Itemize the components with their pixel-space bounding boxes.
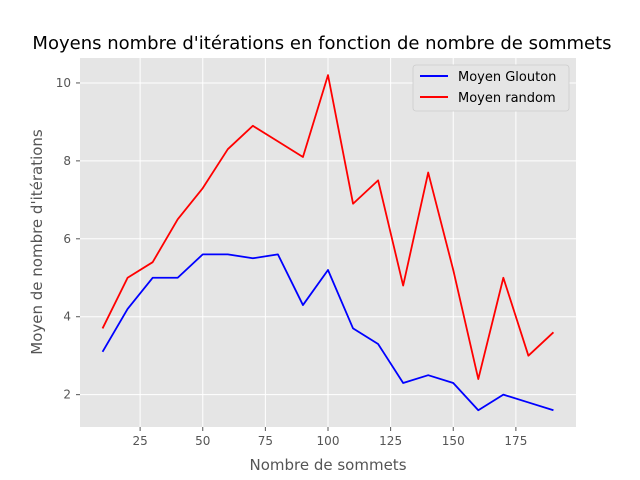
y-tick-label: 4 [63,310,71,324]
series-line-glouton [101,253,554,412]
x-tick-label: 50 [195,434,210,448]
y-tick-label: 10 [56,76,71,90]
y-tick-label: 6 [63,232,71,246]
y-tick-label: 2 [63,388,71,402]
x-tick-label: 100 [317,434,340,448]
legend: Moyen Glouton Moyen random [412,64,570,112]
tick-labels: 25 50 75 100 125 150 175 2 4 6 8 10 [56,76,528,448]
y-tick-label: 8 [63,154,71,168]
x-tick-label: 150 [442,434,465,448]
x-tick-label: 25 [132,434,147,448]
x-axis-label: Nombre de sommets [249,456,406,474]
x-tick-label: 75 [258,434,273,448]
grid [80,58,576,427]
x-tick-label: 125 [379,434,402,448]
legend-label-random: Moyen random [458,91,556,106]
series-line-random [101,74,555,380]
legend-box [412,64,570,112]
series-group [101,74,555,412]
y-axis-label: Moyen de nombre d'itérations [28,129,46,355]
chart-title: Moyens nombre d'itérations en fonction d… [32,33,611,54]
legend-label-glouton: Moyen Glouton [458,70,556,85]
x-tick-label: 175 [504,434,527,448]
